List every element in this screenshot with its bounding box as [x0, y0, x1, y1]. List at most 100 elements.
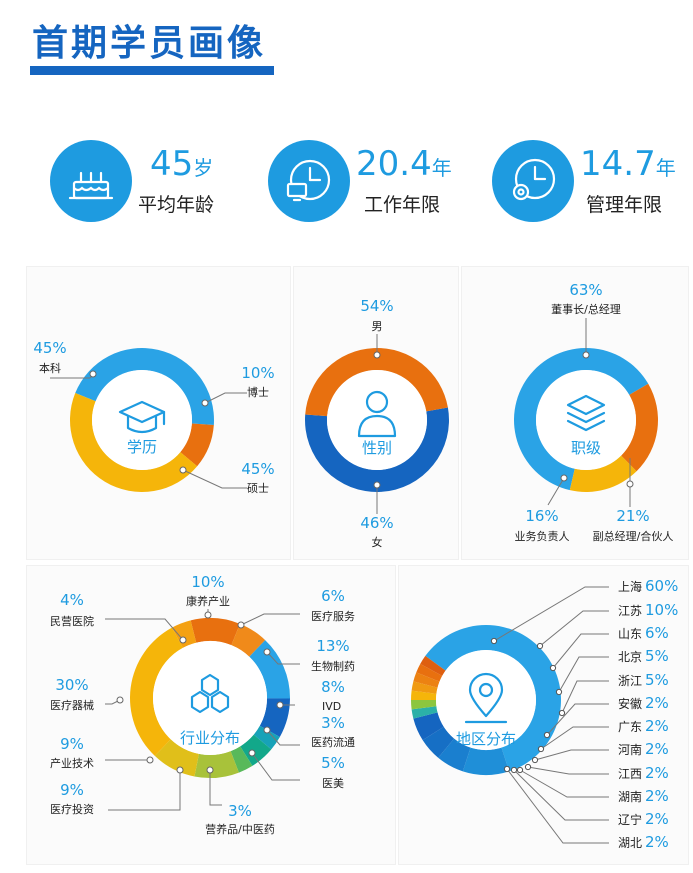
donut-slice-4-0 — [425, 625, 562, 772]
donut-slice-0-1 — [180, 423, 214, 467]
donut-hole-3 — [153, 641, 267, 755]
data-label-4-2: 6% — [645, 624, 669, 642]
leader-line-4-1 — [539, 610, 609, 647]
donut-slice-2-1 — [621, 383, 659, 472]
category-label-3-4: 医药流通 — [311, 735, 355, 749]
category-label-4-7: 河南 — [618, 742, 642, 757]
leader-line-4-9 — [519, 769, 609, 798]
donut-center-label-4: 地区分布 — [456, 730, 516, 748]
leader-line-4-6 — [540, 726, 609, 750]
leader-dot-2-2 — [560, 474, 568, 482]
leader-dot-1-0 — [373, 351, 381, 359]
category-label-4-3: 北京 — [618, 650, 642, 664]
data-label-4-3: 5% — [645, 647, 669, 665]
category-label-3-6: 营养品/中医药 — [205, 822, 275, 836]
leader-dot-3-4 — [263, 726, 271, 734]
leader-dot-4-8 — [524, 763, 532, 771]
donut-slice-3-6 — [230, 746, 253, 773]
stat-mgmt-years-label: 管理年限 — [586, 194, 663, 216]
stat-age: 45岁 平均年龄 — [50, 140, 250, 230]
map-pin-icon — [464, 672, 508, 724]
cake-icon — [50, 140, 132, 222]
data-label-4-9: 2% — [645, 787, 669, 805]
donut-slice-4-8 — [411, 681, 438, 694]
data-label-3-8: 9% — [60, 735, 84, 753]
stat-mgmt-years-value: 14.7年 — [580, 144, 676, 184]
donut-slice-4-6 — [411, 700, 437, 710]
donut-slice-3-2 — [249, 640, 290, 699]
stat-age-value: 45岁 — [150, 144, 214, 184]
donut-slice-4-10 — [416, 663, 443, 682]
donut-slice-1-0 — [305, 407, 449, 492]
gear-clock-icon — [492, 140, 574, 222]
category-label-2-2: 业务负责人 — [515, 529, 570, 543]
donut-center-label-3: 行业分布 — [180, 729, 240, 747]
donut-slice-4-9 — [413, 672, 440, 688]
donut-slice-4-5 — [411, 706, 438, 719]
category-label-4-1: 江苏 — [618, 604, 642, 618]
category-label-4-8: 江西 — [618, 767, 642, 781]
data-label-4-11: 2% — [645, 833, 669, 851]
category-label-0-1: 博士 — [247, 386, 269, 399]
category-label-3-10: 民营医院 — [50, 614, 94, 628]
leader-line-4-11 — [506, 768, 609, 844]
donut-hole-2 — [536, 370, 636, 470]
donut-slice-2-0 — [514, 348, 649, 491]
category-label-4-2: 山东 — [618, 627, 642, 641]
leader-line-3-4 — [266, 729, 300, 746]
donut-center-label-0: 学历 — [127, 438, 157, 456]
data-label-0-2: 45% — [241, 460, 274, 478]
data-label-3-10: 4% — [60, 591, 84, 609]
layers-icon — [566, 394, 606, 432]
donut-slice-3-9 — [130, 627, 183, 756]
leader-dot-2-0 — [582, 351, 590, 359]
donut-slice-4-11 — [420, 655, 446, 676]
donut-slice-3-5 — [240, 734, 272, 766]
leader-dot-0-1 — [201, 399, 209, 407]
data-label-1-0: 54% — [360, 297, 393, 315]
category-label-4-6: 广东 — [618, 720, 642, 734]
donut-hole-1 — [327, 370, 427, 470]
leader-line-0-2 — [182, 469, 247, 489]
data-label-3-3: 8% — [321, 678, 345, 696]
donut-slice-0-2 — [70, 393, 198, 492]
data-label-3-1: 6% — [321, 587, 345, 605]
donut-slice-4-4 — [413, 712, 444, 741]
data-label-4-0: 60% — [645, 577, 678, 595]
donut-slice-3-7 — [194, 751, 239, 778]
stat-age-label: 平均年龄 — [138, 194, 215, 216]
leader-dot-4-9 — [516, 766, 524, 774]
data-label-4-1: 10% — [645, 601, 678, 619]
leader-dot-3-1 — [237, 621, 245, 629]
category-label-3-8: 产业技术 — [50, 756, 94, 770]
leader-dot-4-2 — [549, 664, 557, 672]
leader-dot-4-0 — [490, 637, 498, 645]
leader-dot-3-7 — [176, 766, 184, 774]
category-label-0-2: 硕士 — [247, 482, 269, 495]
leader-dot-4-6 — [537, 745, 545, 753]
data-label-4-8: 2% — [645, 764, 669, 782]
data-label-1-1: 46% — [360, 514, 393, 532]
leader-dot-3-5 — [248, 749, 256, 757]
leader-dot-4-5 — [543, 731, 551, 739]
category-label-0-0: 本科 — [39, 361, 61, 375]
data-label-2-1: 21% — [616, 507, 649, 525]
data-label-3-7: 9% — [60, 781, 84, 799]
category-label-4-11: 湖北 — [618, 835, 642, 850]
data-label-4-7: 2% — [645, 740, 669, 758]
data-label-4-4: 5% — [645, 671, 669, 689]
leader-dot-4-10 — [510, 766, 518, 774]
donut-slice-1-1 — [305, 347, 448, 417]
leader-line-3-1 — [240, 613, 300, 626]
leader-line-4-8 — [527, 766, 609, 775]
hexagons-icon — [190, 673, 230, 714]
donut-slice-3-1 — [231, 623, 266, 657]
leader-line-3-5 — [251, 752, 300, 781]
donut-hole-0 — [92, 370, 192, 470]
leader-dot-0-0 — [89, 370, 97, 378]
data-label-3-2: 13% — [316, 637, 349, 655]
donut-slice-4-2 — [438, 738, 471, 772]
stat-work-years: 20.4年 工作年限 — [268, 140, 468, 230]
leader-line-3-10 — [105, 618, 184, 641]
category-label-3-1: 医疗服务 — [311, 609, 355, 623]
